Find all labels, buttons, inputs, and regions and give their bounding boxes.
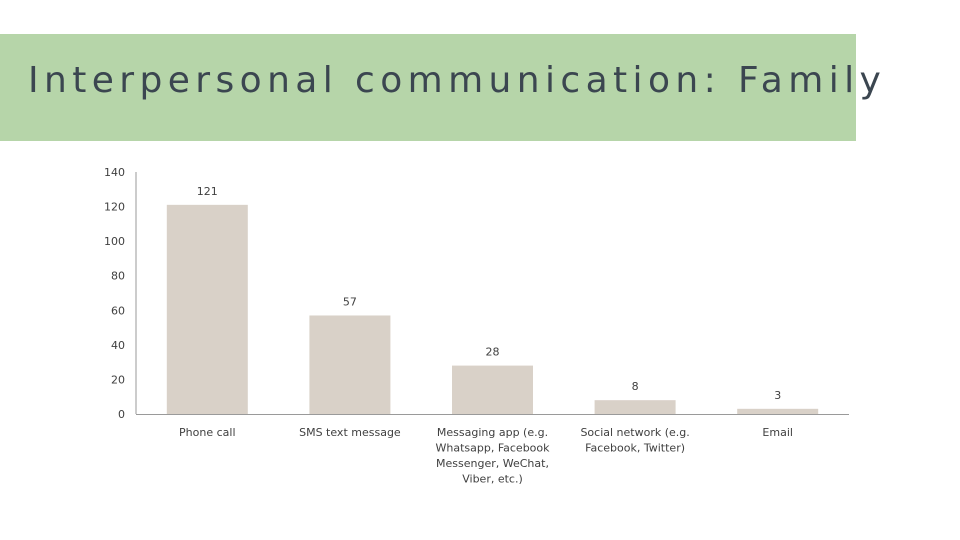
y-tick-label: 40 <box>111 339 125 352</box>
bar-value-label: 8 <box>632 380 639 393</box>
slide-title: Interpersonal communication: Family <box>28 60 887 101</box>
category-label-line: Messaging app (e.g. <box>437 426 548 439</box>
bar <box>594 400 676 414</box>
category-label-line: Email <box>762 426 793 439</box>
y-tick-label: 140 <box>104 166 125 179</box>
y-tick-label: 20 <box>111 373 125 386</box>
bars <box>166 204 819 414</box>
bar <box>452 365 533 414</box>
y-tick-label: 120 <box>104 201 125 214</box>
bar-value-label: 28 <box>486 346 500 359</box>
category-label-line: Facebook, Twitter) <box>585 442 685 455</box>
data-labels: 121 57 28 8 3 <box>197 185 781 402</box>
category-label: Phone call <box>179 426 235 439</box>
y-tick-label: 80 <box>111 270 125 283</box>
category-label-line: Whatsapp, Facebook <box>435 442 550 455</box>
y-tick-label: 100 <box>104 235 125 248</box>
bar-value-label: 57 <box>343 295 357 308</box>
category-label-line: Messenger, WeChat, <box>436 457 549 470</box>
category-label: Email <box>762 426 793 439</box>
category-label-line: Viber, etc.) <box>462 473 523 486</box>
bar <box>309 315 391 414</box>
category-label: Messaging app (e.g. Whatsapp, Facebook Mes… <box>435 426 550 486</box>
category-label: Social network (e.g. Facebook, Twitter) <box>580 426 689 455</box>
y-axis: 0 20 40 60 80 100 120 140 <box>104 166 137 421</box>
bar-value-label: 121 <box>197 185 218 198</box>
category-label-line: Phone call <box>179 426 235 439</box>
title-band <box>0 34 856 141</box>
category-label: SMS text message <box>299 426 401 439</box>
category-label-line: SMS text message <box>299 426 401 439</box>
bar-value-label: 3 <box>774 389 781 402</box>
bar <box>737 408 819 414</box>
y-tick-label: 60 <box>111 304 125 317</box>
category-label-line: Social network (e.g. <box>580 426 689 439</box>
category-labels: Phone call SMS text message Messaging app … <box>179 426 793 486</box>
y-tick-label: 0 <box>118 408 125 421</box>
bar <box>166 204 248 414</box>
